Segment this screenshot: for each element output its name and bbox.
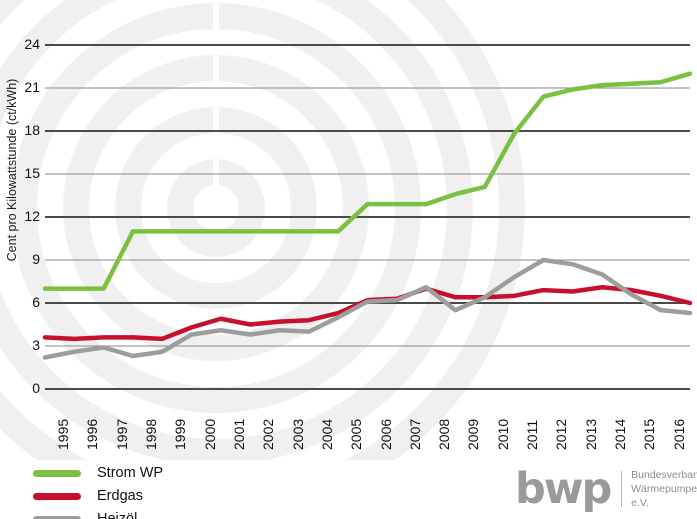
y-tick-label-24: 24	[24, 36, 40, 52]
x-tick-label-2006: 2006	[377, 418, 394, 450]
legend-item-0[interactable]: Strom WP	[33, 462, 333, 485]
x-tick-label-2013: 2013	[582, 418, 599, 450]
y-tick-label-21: 21	[24, 79, 40, 95]
legend-swatch-icon	[33, 516, 81, 519]
bwp-logo: bwp Bundesverband Wärmepumpe e.V.	[515, 463, 697, 514]
x-tick-label-2012: 2012	[553, 418, 570, 450]
y-tick-label-6: 6	[32, 294, 40, 310]
x-tick-label-2015: 2015	[641, 418, 658, 450]
x-tick-label-2002: 2002	[260, 418, 277, 450]
x-tick-label-1995: 1995	[55, 418, 71, 450]
x-tick-label-2000: 2000	[201, 418, 218, 450]
x-tick-label-1998: 1998	[142, 418, 159, 450]
logo-subtitle: Bundesverband Wärmepumpe e.V.	[631, 468, 697, 511]
y-tick-label-9: 9	[32, 251, 40, 267]
y-tick-label-3: 3	[32, 337, 40, 353]
x-tick-label-1997: 1997	[113, 418, 130, 450]
x-tick-label-2008: 2008	[436, 418, 453, 450]
logo-wordmark: bwp	[515, 463, 612, 514]
x-tick-label-2004: 2004	[318, 418, 335, 450]
legend-label: Strom WP	[97, 465, 164, 482]
x-axis-ticks: 1995 1996 1997 1998 1999 2000 2001 2002 2003 2004…	[45, 392, 690, 454]
logo-subtitle-line2: Wärmepumpe e.V.	[631, 483, 697, 510]
x-tick-label-2003: 2003	[289, 418, 306, 450]
data-series	[45, 45, 690, 389]
y-tick-label-12: 12	[24, 208, 40, 224]
x-tick-label-2011: 2011	[524, 419, 541, 450]
y-tick-label-18: 18	[24, 122, 40, 138]
series-line-heiz-l	[45, 260, 690, 357]
x-tick-label-2009: 2009	[465, 418, 482, 450]
series-line-erdgas	[45, 287, 690, 339]
x-tick-label-1999: 1999	[172, 418, 189, 450]
y-tick-label-15: 15	[24, 165, 40, 181]
plot-area	[45, 45, 690, 389]
x-tick-label-2007: 2007	[406, 418, 423, 450]
legend-swatch-icon	[33, 470, 81, 477]
legend-label: Heizöl	[97, 512, 137, 519]
x-tick-label-2016: 2016	[670, 418, 687, 450]
chart-legend: Strom WP Erdgas Heizöl	[33, 462, 333, 519]
series-line-strom-wp	[45, 74, 690, 289]
legend-label: Erdgas	[97, 488, 143, 505]
x-tick-label-2005: 2005	[348, 418, 365, 450]
legend-item-1[interactable]: Erdgas	[33, 485, 333, 508]
logo-divider	[621, 471, 623, 508]
legend-item-2[interactable]: Heizöl	[33, 508, 333, 519]
x-tick-label-2010: 2010	[494, 418, 511, 450]
legend-swatch-icon	[33, 493, 81, 500]
y-tick-label-0: 0	[32, 380, 40, 396]
x-tick-label-2014: 2014	[612, 418, 629, 450]
logo-subtitle-line1: Bundesverband	[631, 469, 697, 481]
x-tick-label-2001: 2001	[230, 418, 247, 450]
x-tick-label-1996: 1996	[84, 418, 101, 450]
